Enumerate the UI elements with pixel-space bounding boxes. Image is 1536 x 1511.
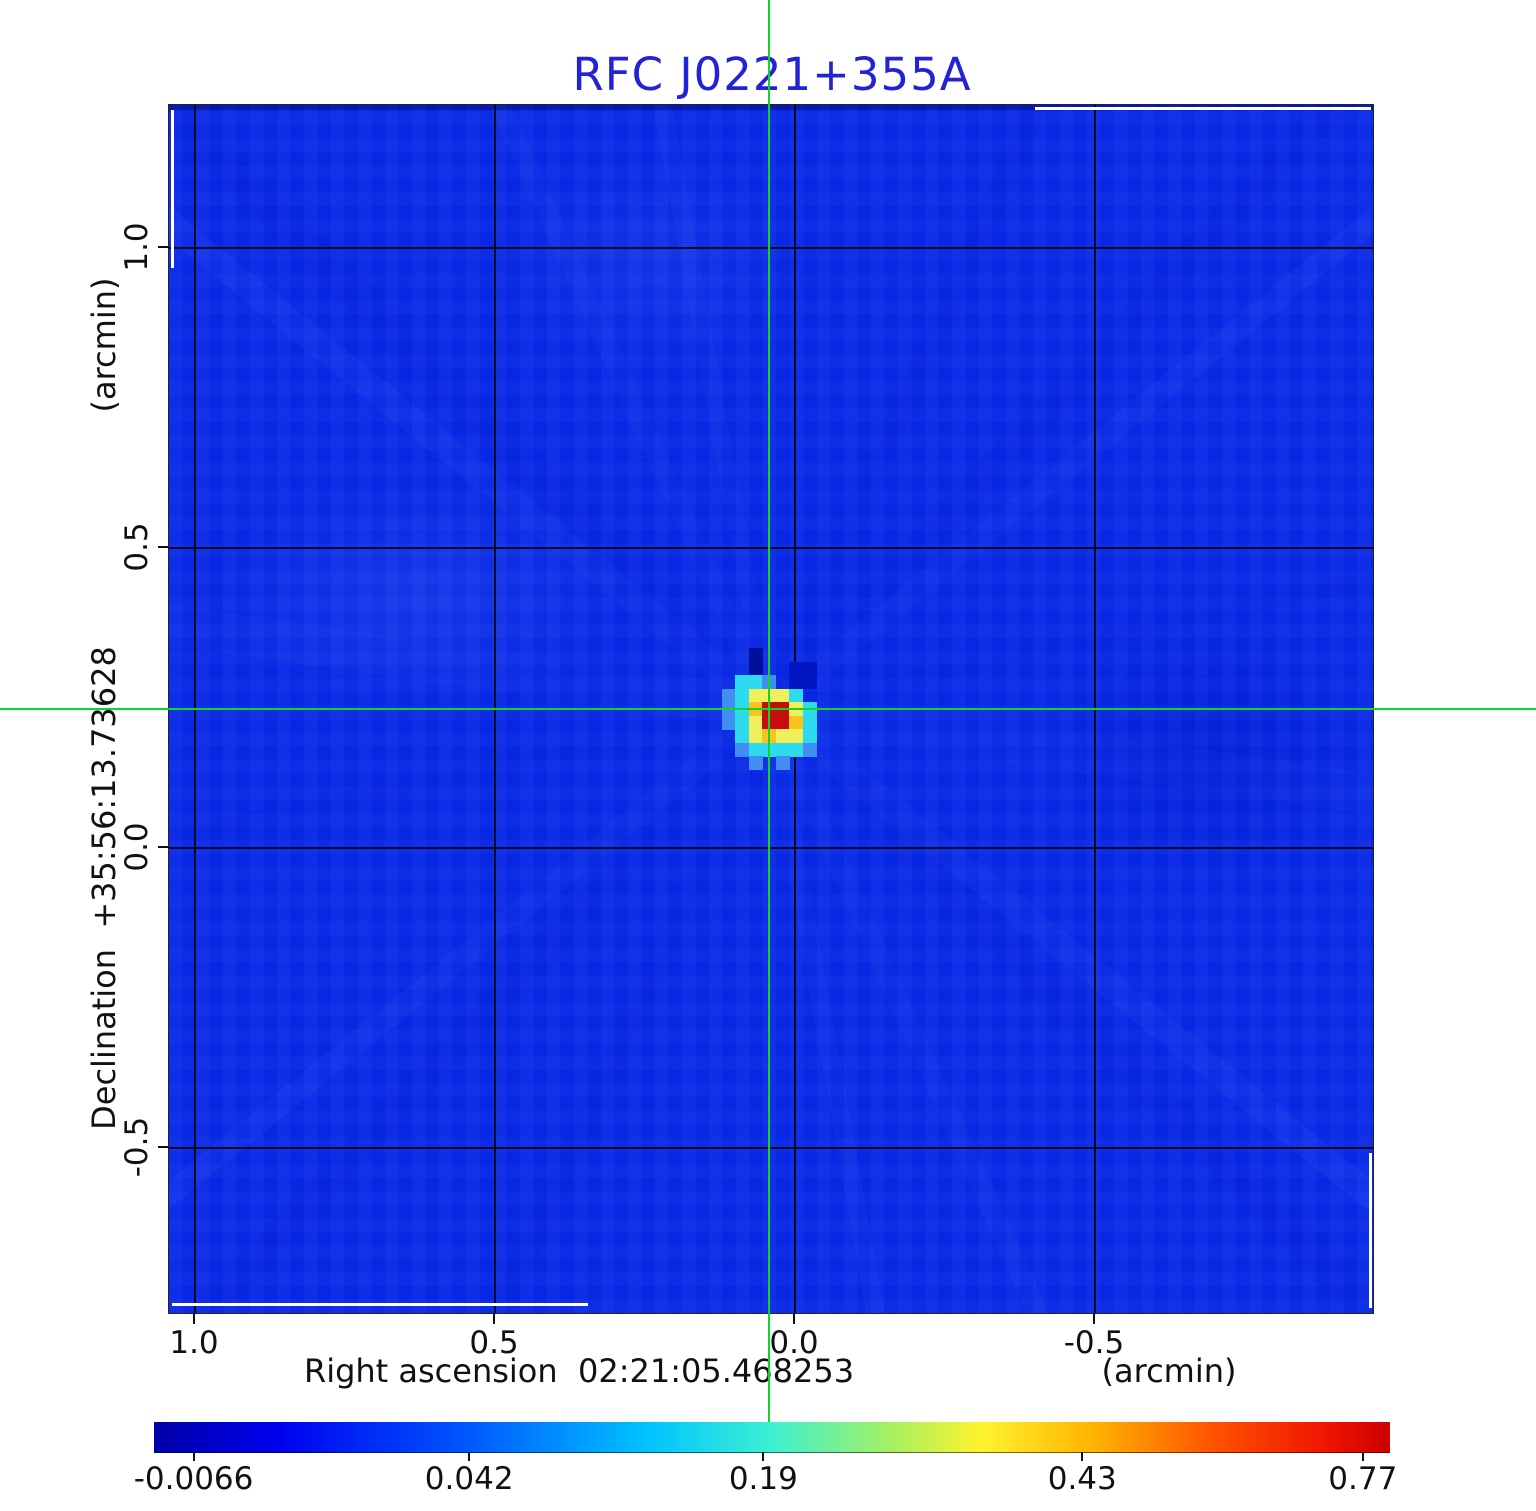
- source-pixel: [789, 715, 804, 730]
- x-axis-tick: [1093, 1313, 1095, 1324]
- colorbar-tick: [468, 1452, 471, 1461]
- x-axis-tick: [793, 1313, 795, 1324]
- source-pixel: [735, 715, 750, 730]
- colorbar-tick-label: 0.43: [1047, 1461, 1117, 1497]
- y-axis-unit: (arcmin): [85, 277, 123, 413]
- colorbar-tick-label: 0.042: [424, 1461, 514, 1497]
- colorbar-tick: [1361, 1452, 1364, 1461]
- y-axis-tick-label: -0.5: [119, 1116, 155, 1178]
- source-pixel: [721, 688, 736, 703]
- source-pixel: [748, 675, 763, 690]
- colorbar-tick-label: 0.77: [1328, 1461, 1398, 1497]
- x-axis-tick-label: -0.5: [1063, 1325, 1125, 1361]
- crosshair-horizontal-line: [0, 708, 1536, 710]
- grid-line-horizontal: [169, 547, 1373, 549]
- y-axis-tick-label: 0.5: [119, 522, 155, 572]
- source-pixel: [775, 756, 790, 771]
- source-pixel: [735, 742, 750, 757]
- grid-line-horizontal: [169, 847, 1373, 849]
- source-pixel: [789, 688, 804, 703]
- map-edge-artifact: [1035, 107, 1371, 110]
- source-pixel: [789, 675, 804, 690]
- grid-line-horizontal: [169, 1147, 1373, 1149]
- x-axis-tick-label: 1.0: [169, 1325, 219, 1361]
- source-pixel: [735, 675, 750, 690]
- source-pixel: [748, 661, 763, 676]
- map-edge-darkrow: [169, 105, 1373, 110]
- source-pixel: [775, 729, 790, 744]
- x-axis-tick: [193, 1313, 195, 1324]
- x-axis-tick-label: 0.0: [769, 1325, 819, 1361]
- colorbar-tick-label: 0.19: [728, 1461, 798, 1497]
- x-axis-tick: [493, 1313, 495, 1324]
- colorbar-tick-label: -0.0066: [133, 1461, 254, 1497]
- y-axis-tick-label: 1.0: [119, 222, 155, 272]
- source-pixel: [735, 729, 750, 744]
- colorbar-tick: [192, 1452, 195, 1461]
- y-axis-tick: [158, 1146, 169, 1148]
- crosshair-vertical-line: [767, 0, 770, 1422]
- grid-line-horizontal: [169, 247, 1373, 249]
- source-pixel: [802, 675, 817, 690]
- source-pixel: [802, 661, 817, 676]
- y-axis-tick: [158, 846, 169, 848]
- source-pixel: [748, 688, 763, 703]
- source-pixel: [802, 715, 817, 730]
- source-pixel: [789, 742, 804, 757]
- plot-title: RFC J0221+355A: [572, 48, 972, 101]
- source-pixel: [748, 756, 763, 771]
- source-pixel: [748, 742, 763, 757]
- colorbar: [154, 1422, 1390, 1461]
- source-pixel: [721, 715, 736, 730]
- source-pixel: [802, 729, 817, 744]
- source-pixel: [748, 729, 763, 744]
- y-axis-tick: [158, 246, 169, 248]
- x-axis-title: Right ascension 02:21:05.468253: [303, 1352, 855, 1390]
- source-pixel: [748, 648, 763, 663]
- source-pixel: [775, 742, 790, 757]
- source-pixel: [748, 715, 763, 730]
- x-axis-tick-label: 0.5: [469, 1325, 519, 1361]
- colorbar-tick: [1081, 1452, 1084, 1461]
- source-pixel: [789, 661, 804, 676]
- source-pixel: [735, 688, 750, 703]
- map-edge-artifact: [1369, 1153, 1372, 1308]
- colorbar-tick: [762, 1452, 765, 1461]
- map-edge-artifact: [172, 1303, 588, 1306]
- source-pixel: [775, 715, 790, 730]
- y-axis-tick-label: 0.0: [119, 822, 155, 872]
- x-axis-unit: (arcmin): [1101, 1352, 1237, 1390]
- y-axis-title: Declination +35:56:13.73628: [85, 646, 123, 1130]
- map-edge-artifact: [171, 110, 174, 268]
- source-pixel: [775, 688, 790, 703]
- source-pixel: [789, 729, 804, 744]
- y-axis-tick: [158, 546, 169, 548]
- source-pixel: [802, 742, 817, 757]
